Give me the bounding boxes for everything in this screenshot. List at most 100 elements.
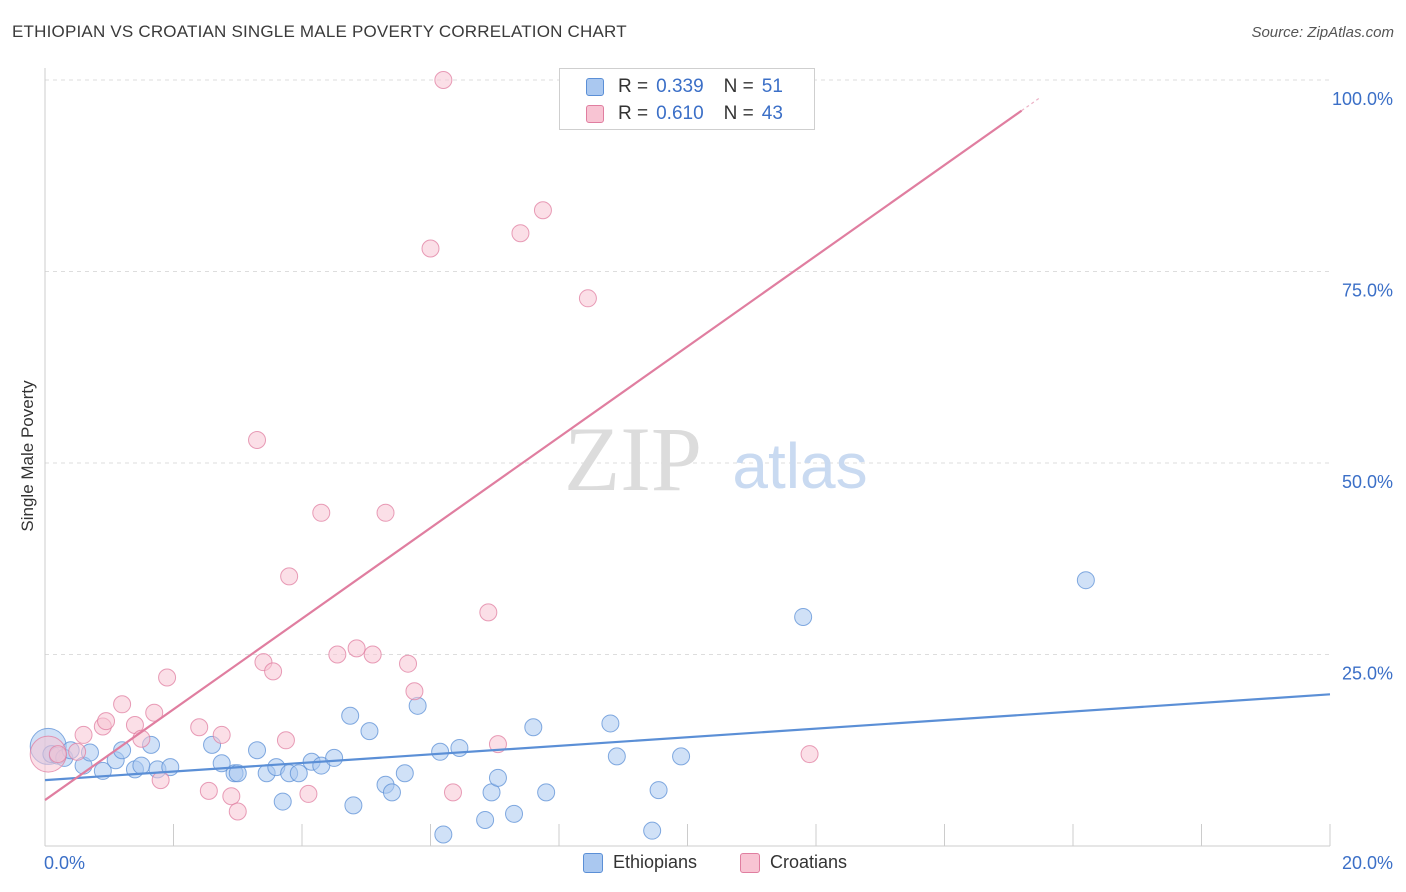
ethiopians-point (273, 792, 292, 811)
source-label: Source: ZipAtlas.com (1251, 24, 1394, 41)
ethiopians-point (113, 741, 132, 760)
ethiopians-point (1076, 571, 1095, 590)
croatians-point (443, 783, 462, 802)
x-tick-label: 20.0% (1342, 853, 1393, 873)
legend-n-label: N = (723, 76, 754, 97)
stats-legend: R = 0.339 N = 51 R = 0.610 N = 43 (559, 68, 815, 130)
legend-n-value: 43 (761, 103, 783, 124)
croatians-point (48, 745, 67, 764)
ethiopians-trendline (44, 693, 1331, 782)
y-axis-label: Single Male Poverty (18, 380, 37, 532)
ethiopians-point (505, 804, 524, 823)
ethiopians-point (248, 741, 267, 760)
legend-n-label: N = (723, 103, 754, 124)
ethiopians-points (29, 571, 1095, 844)
croatians-point (113, 695, 132, 714)
ethiopians-point (341, 706, 360, 725)
croatians-point (264, 662, 283, 681)
tick-labels: 25.0% 50.0% 75.0% 100.0% 0.0% 20.0% (44, 89, 1393, 873)
ethiopians-point (360, 722, 379, 741)
legend-swatch-ethiopians (583, 852, 603, 873)
croatians-point (399, 654, 418, 673)
watermark: ZIP atlas (564, 408, 868, 510)
ethiopians-point (325, 748, 344, 767)
croatians-point (158, 668, 177, 687)
legend-swatch-ethiopians (586, 78, 604, 96)
croatians-point (190, 718, 209, 737)
croatians-point (68, 742, 87, 761)
y-tick-label: 25.0% (1342, 664, 1393, 684)
y-tick-label: 50.0% (1342, 472, 1393, 492)
ethiopians-point (344, 796, 363, 815)
legend-r-value: 0.610 (656, 103, 704, 124)
croatians-point (312, 503, 331, 522)
trendlines (44, 96, 1331, 801)
croatians-trendline (44, 109, 1023, 801)
ethiopians-point (408, 696, 427, 715)
croatians-point (363, 645, 382, 664)
croatians-point (434, 71, 453, 89)
croatians-point (248, 431, 267, 450)
ethiopians-point (649, 781, 668, 800)
watermark-zip: ZIP (564, 408, 702, 510)
ethiopians-point (132, 756, 151, 775)
ethiopians-point (794, 607, 813, 626)
chart-title: ETHIOPIAN VS CROATIAN SINGLE MALE POVERT… (12, 22, 627, 41)
series-legend: Ethiopians Croatians (0, 852, 1406, 878)
legend-item-croatians: Croatians (740, 852, 847, 873)
croatians-point (280, 567, 299, 586)
croatians-point (511, 224, 530, 243)
ethiopians-point (643, 821, 662, 840)
croatians-point (578, 289, 597, 308)
ethiopians-point (395, 764, 414, 783)
ethiopians-point (382, 783, 401, 802)
legend-label-ethiopians: Ethiopians (613, 852, 698, 872)
ethiopians-point (488, 768, 507, 787)
ethiopians-point (431, 742, 450, 761)
ethiopians-point (228, 764, 247, 783)
croatians-point (145, 703, 164, 722)
croatians-point (212, 725, 231, 744)
croatians-point (800, 745, 819, 764)
axes (44, 68, 1331, 847)
y-tick-label: 100.0% (1332, 89, 1393, 109)
watermark-atlas: atlas (732, 430, 867, 502)
croatians-point (405, 682, 424, 701)
croatians-point (347, 639, 366, 658)
legend-n-value: 51 (761, 76, 783, 97)
croatians-point (299, 784, 318, 803)
croatians-point (276, 731, 295, 750)
legend-swatch-croatians (586, 105, 604, 123)
croatians-point (376, 503, 395, 522)
croatians-point (228, 802, 247, 821)
ethiopians-point (537, 783, 556, 802)
croatians-point (421, 239, 440, 258)
croatians-point (328, 645, 347, 664)
croatians-point (97, 712, 116, 731)
grid-lines (45, 79, 1330, 655)
croatians-point (199, 781, 218, 800)
croatians-point (488, 735, 507, 754)
legend-r-label: R = (618, 103, 649, 124)
ethiopians-point (434, 825, 453, 844)
croatians-point (222, 787, 241, 806)
croatians-trendline-extension (1021, 96, 1042, 112)
ethiopians-point (672, 747, 691, 766)
legend-r-label: R = (618, 76, 649, 97)
croatians-point (533, 201, 552, 220)
ethiopians-point (289, 764, 308, 783)
legend-label-croatians: Croatians (770, 852, 848, 872)
croatians-point (74, 725, 93, 744)
ethiopians-point (607, 747, 626, 766)
ethiopians-point (524, 718, 543, 737)
legend-r-value: 0.339 (656, 76, 704, 97)
legend-swatch-croatians (740, 852, 760, 873)
croatians-point (151, 771, 170, 790)
y-tick-label: 75.0% (1342, 281, 1393, 301)
legend-item-ethiopians: Ethiopians (583, 852, 697, 873)
x-tick-label: 0.0% (44, 853, 85, 873)
ethiopians-point (601, 714, 620, 733)
legend-row-croatians: R = 0.610 N = 43 (586, 101, 783, 127)
croatians-point (479, 603, 498, 622)
